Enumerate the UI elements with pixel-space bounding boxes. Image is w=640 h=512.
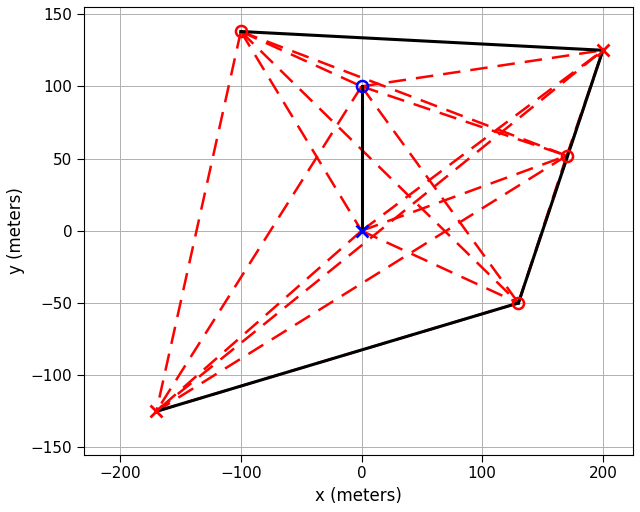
Y-axis label: y (meters): y (meters) [7,187,25,274]
X-axis label: x (meters): x (meters) [315,487,402,505]
